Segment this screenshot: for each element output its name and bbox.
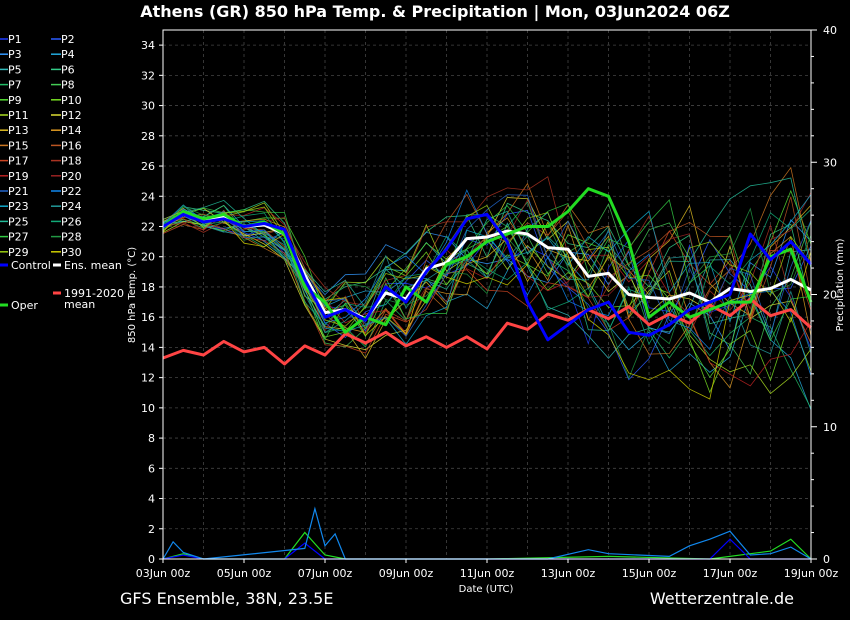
- member-line-p13: [162, 204, 812, 359]
- legend-label-p11: P11: [8, 109, 29, 122]
- y-tick-label: 16: [141, 311, 155, 324]
- legend-label-p23: P23: [8, 200, 29, 213]
- y2-tick-label: 10: [823, 421, 837, 434]
- y2-tick-label: 0: [823, 553, 830, 566]
- legend-label-oper: Oper: [11, 299, 38, 312]
- y-tick-label: 2: [148, 523, 155, 536]
- x-axis-ticks: 03Jun 00z 05Jun 00z 07Jun 00z 09Jun 00z 11Ju…: [136, 559, 839, 580]
- legend-label-p7: P7: [8, 79, 22, 92]
- legend-label-1991-2020-mean: 1991-2020 mean: [64, 287, 124, 311]
- legend-label-p26: P26: [61, 215, 82, 228]
- member-line-p19: [162, 207, 812, 387]
- y2-axis-label: Precipitation (mm): [835, 238, 846, 331]
- y-tick-label: 4: [148, 493, 155, 506]
- legend-label-p5: P5: [8, 63, 22, 76]
- y-tick-label: 32: [141, 69, 155, 82]
- y2-axis-ticks: 0 10 20 30 40: [811, 24, 837, 566]
- legend-label-p28: P28: [61, 231, 82, 244]
- member-line-p9: [162, 189, 812, 378]
- legend-label-control: Control: [11, 259, 51, 272]
- legend-label-p1: P1: [8, 33, 22, 46]
- y-tick-label: 28: [141, 130, 155, 143]
- member-line-p15: [162, 166, 812, 355]
- y-tick-label: 14: [141, 341, 155, 354]
- legend-label-p30: P30: [61, 246, 82, 259]
- legend-label-p15: P15: [8, 139, 29, 152]
- y-tick-label: 6: [148, 462, 155, 475]
- legend-label-p2: P2: [61, 33, 75, 46]
- x-axis-label: Date (UTC): [459, 584, 514, 595]
- legend-label-p29: P29: [8, 246, 29, 259]
- legend-label-p6: P6: [61, 63, 75, 76]
- footer-source: GFS Ensemble, 38N, 23.5E: [120, 589, 333, 608]
- legend-label-p22: P22: [61, 185, 82, 198]
- legend-label-p13: P13: [8, 124, 29, 137]
- y-tick-label: 12: [141, 372, 155, 385]
- y-tick-label: 24: [141, 190, 155, 203]
- legend-label-p14: P14: [61, 124, 82, 137]
- member-line-p26: [162, 204, 812, 346]
- y-tick-label: 8: [148, 432, 155, 445]
- legend-label-p3: P3: [8, 48, 22, 61]
- x-tick-label: 03Jun 00z: [136, 567, 191, 580]
- y-axis-label: 850 hPa Temp. (°C): [127, 247, 138, 343]
- member-line-p10: [162, 211, 812, 394]
- x-tick-label: 15Jun 00z: [622, 567, 677, 580]
- y-tick-label: 26: [141, 160, 155, 173]
- chart-title: Athens (GR) 850 hPa Temp. & Precipitatio…: [140, 2, 730, 22]
- legend-label-ens-mean: Ens. mean: [64, 259, 122, 272]
- y-tick-label: 10: [141, 402, 155, 415]
- legend-label-p16: P16: [61, 139, 82, 152]
- legend-label-p24: P24: [61, 200, 82, 213]
- y-tick-label: 20: [141, 251, 155, 264]
- member-line-p28: [162, 206, 812, 380]
- legend-label-p8: P8: [61, 79, 75, 92]
- legend-label-p19: P19: [8, 170, 29, 183]
- legend-label-p18: P18: [61, 155, 82, 168]
- legend-label-p25: P25: [8, 215, 29, 228]
- precip-line: [162, 506, 812, 560]
- member-line-p30: [162, 209, 812, 400]
- legend-label-p12: P12: [61, 109, 82, 122]
- x-tick-label: 11Jun 00z: [460, 567, 515, 580]
- legend-label-p10: P10: [61, 94, 82, 107]
- legend-label-p4: P4: [61, 48, 75, 61]
- series-line-ens-mean: [162, 212, 812, 321]
- member-line-p27: [162, 199, 812, 342]
- y-tick-label: 34: [141, 39, 155, 52]
- y2-tick-label: 20: [823, 289, 837, 302]
- x-tick-label: 17Jun 00z: [703, 567, 758, 580]
- x-tick-label: 13Jun 00z: [541, 567, 596, 580]
- legend-label-p21: P21: [8, 185, 29, 198]
- x-tick-label: 19Jun 00z: [784, 567, 839, 580]
- x-tick-label: 07Jun 00z: [298, 567, 353, 580]
- series-line-control: [162, 212, 813, 342]
- legend-label-p17: P17: [8, 155, 29, 168]
- y-tick-label: 18: [141, 281, 155, 294]
- x-tick-label: 09Jun 00z: [379, 567, 434, 580]
- y-tick-label: 30: [141, 100, 155, 113]
- x-tick-label: 05Jun 00z: [217, 567, 272, 580]
- member-line-p17: [162, 215, 812, 354]
- member-line-p6: [162, 200, 812, 325]
- member-line-p29: [162, 204, 812, 327]
- y2-tick-label: 30: [823, 156, 837, 169]
- footer-site: Wetterzentrale.de: [650, 589, 794, 608]
- y-tick-label: 22: [141, 220, 155, 233]
- member-line-p2: [162, 209, 812, 381]
- legend-label-p27: P27: [8, 231, 29, 244]
- legend-label-p9: P9: [8, 94, 22, 107]
- y2-tick-label: 40: [823, 24, 837, 37]
- y-tick-label: 0: [148, 553, 155, 566]
- legend: P1 P2 P3 P4 P5 P6 P7 P8 P9 P10 P11 P12 P13 P14 P15 P16 P…: [0, 33, 124, 312]
- legend-label-p20: P20: [61, 170, 82, 183]
